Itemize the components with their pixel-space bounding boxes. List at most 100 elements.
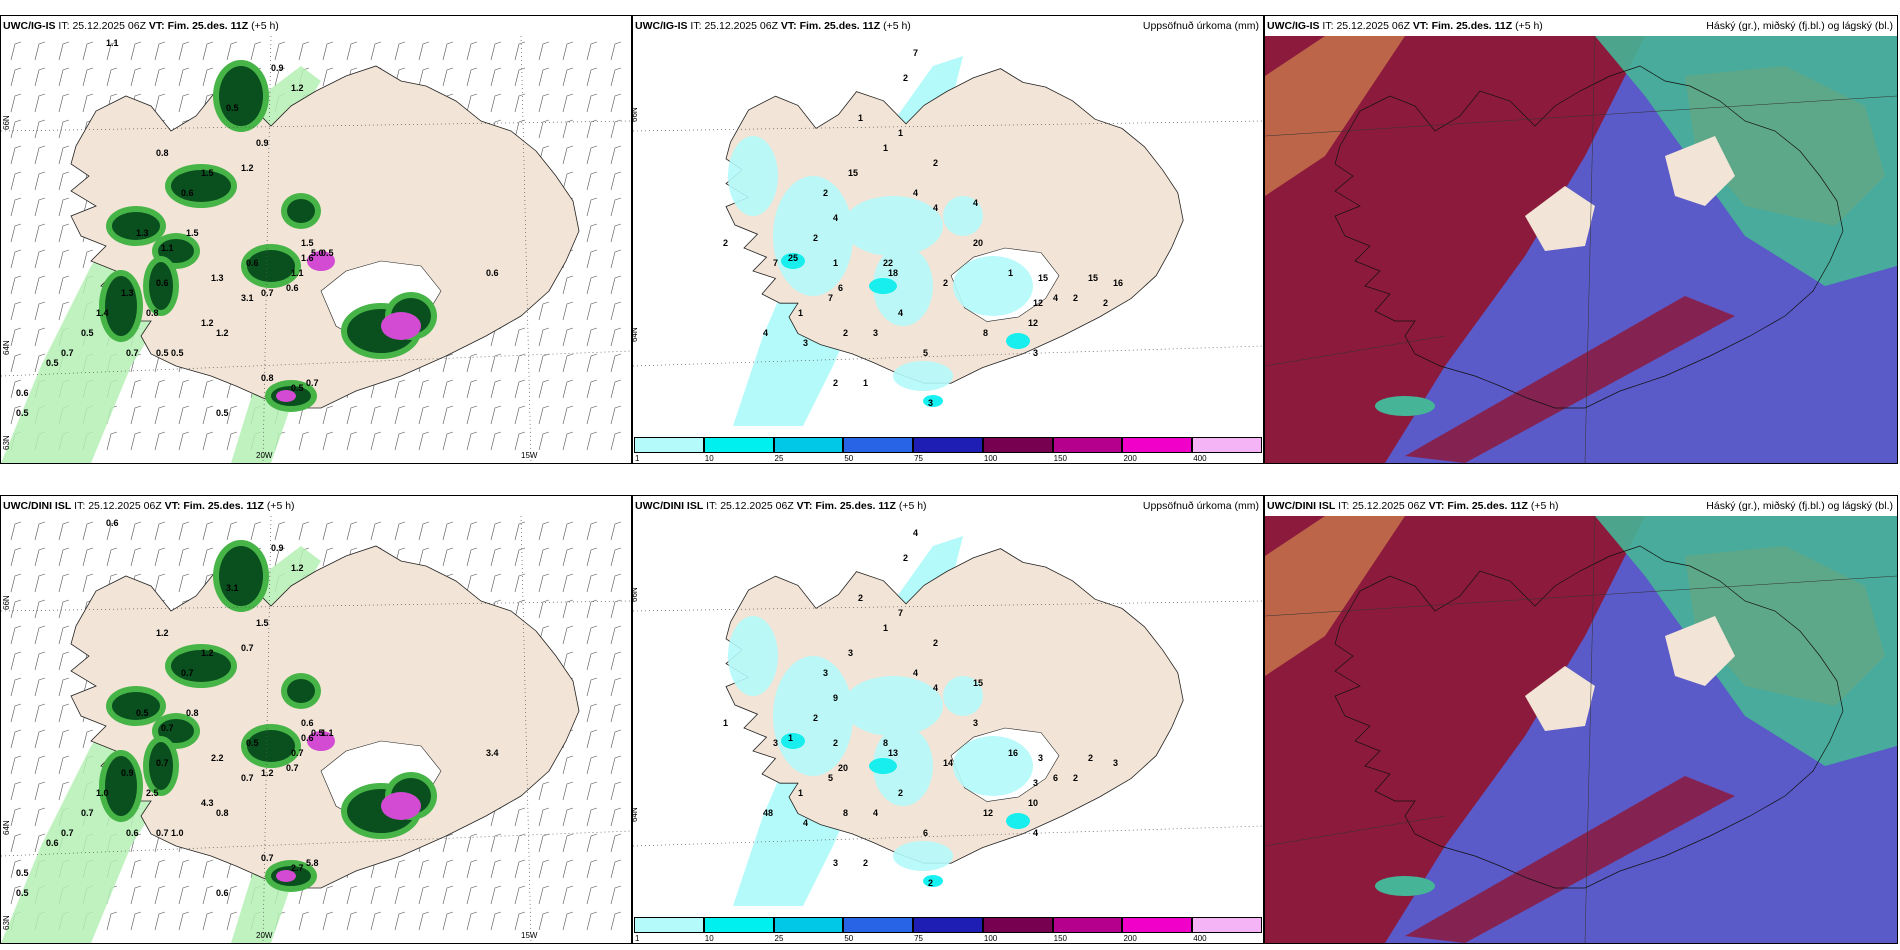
wind-barb — [394, 41, 406, 61]
wind-barb — [466, 859, 478, 879]
precip-value-label: 0.7 — [156, 758, 169, 768]
longitude-label: 15W — [521, 451, 538, 460]
colorbar-swatch — [843, 917, 914, 933]
wind-barb — [10, 885, 22, 905]
wind-barb — [10, 573, 22, 593]
precip-value-label: 1 — [833, 258, 838, 268]
wind-barb — [586, 911, 598, 931]
precip-value-label: 3 — [1113, 758, 1118, 768]
wind-barb — [10, 807, 22, 827]
wind-barb — [442, 405, 454, 425]
precip-value-label: 0.6 — [246, 258, 259, 268]
wind-barb — [538, 405, 550, 425]
precip-value-label: 2 — [823, 188, 828, 198]
precip-value-label: 1 — [798, 308, 803, 318]
precip-value-label: 22 — [883, 258, 893, 268]
precip-value-label: 1.0 — [96, 788, 109, 798]
wind-barb — [154, 885, 166, 905]
precip-value-label: 0.5 — [46, 358, 59, 368]
vt-label: VT: — [780, 20, 797, 32]
precip-wind-map[interactable]: 66N 64N 63N 20W 15W 1.1 0.9 1.2 0.5 0.8 0.6 1.2 0.9 1… — [1, 36, 631, 463]
wind-barb — [106, 67, 118, 87]
wind-barb — [586, 67, 598, 87]
wind-barb — [34, 625, 46, 645]
wind-barb — [10, 703, 22, 723]
precip-area — [843, 676, 943, 736]
precip-value-label: 3.1 — [226, 583, 239, 593]
precip-value-label: 1.5 — [186, 228, 199, 238]
latitude-label: 66N — [2, 595, 11, 610]
precip-value-label: 2 — [903, 73, 908, 83]
wind-barb — [106, 41, 118, 61]
wind-barb — [10, 171, 22, 191]
wind-barb — [10, 275, 22, 295]
wind-barb — [610, 651, 622, 671]
wind-barb — [394, 911, 406, 931]
region-line — [1265, 335, 1446, 367]
wind-barb — [610, 547, 622, 567]
precip-wind-map[interactable]: 66N 64N 63N 20W 15W 0.6 0.9 1.2 3.1 1.2 0.7 0.7 1.5 1… — [1, 516, 631, 943]
colorbar-swatch — [1192, 917, 1262, 933]
it-value: 25.12.2025 06Z — [72, 20, 146, 32]
precip-value-label: 2 — [1073, 293, 1078, 303]
wind-barb — [418, 67, 430, 87]
wind-barb — [562, 67, 574, 87]
wind-barb — [394, 521, 406, 541]
iceland-coastline — [1334, 545, 1844, 889]
wind-barb — [394, 431, 406, 451]
precip-value-label: 2.7 — [291, 863, 304, 873]
wind-barb — [610, 405, 622, 425]
precip-value-label: 15 — [848, 168, 858, 178]
wind-barb — [370, 405, 382, 425]
precip-value-label: 3 — [773, 738, 778, 748]
wind-barb — [442, 911, 454, 931]
wind-barb — [538, 353, 550, 373]
wind-barb — [58, 703, 70, 723]
precip-value-label: 0.5 — [311, 728, 324, 738]
accumulated-precip-map[interactable]: 66N 64N 7 2 1 1 1 15 2 2 4 2 1 2 7 25 4 4 4 20 18 22 6 2 1 15 12 12… — [633, 36, 1263, 437]
wind-barb — [610, 781, 622, 801]
accumulated-precip-map[interactable]: 66N 64N 4 2 2 7 1 3 3 2 9 2 2 1 3 1 4 15 4 3 13 8 20 14 16 3 3 10 12… — [633, 516, 1263, 917]
cloud-cover-map[interactable] — [1265, 516, 1897, 943]
colorbar-label: 25 — [774, 454, 784, 463]
wind-barb — [490, 885, 502, 905]
wind-barb — [586, 41, 598, 61]
colorbar-swatch — [843, 437, 914, 453]
precip-value-label: 0.5 — [291, 383, 304, 393]
wind-barb — [58, 223, 70, 243]
wind-barb — [178, 521, 190, 541]
precip-value-label: 8 — [843, 808, 848, 818]
precip-value-label: 3 — [973, 718, 978, 728]
precip-value-label: 0.5 — [226, 103, 239, 113]
wind-barb — [562, 573, 574, 593]
precip-value-label: 3 — [833, 858, 838, 868]
wind-barb — [466, 379, 478, 399]
wind-barb — [562, 353, 574, 373]
wind-barb — [10, 521, 22, 541]
wind-barb — [490, 859, 502, 879]
wind-barb — [586, 379, 598, 399]
wind-barb — [586, 171, 598, 191]
precip-value-label: 1 — [1008, 268, 1013, 278]
precip-value-label: 2 — [943, 278, 948, 288]
mid-cloud-area — [1265, 36, 1405, 196]
colorbar-swatch — [1122, 437, 1193, 453]
wind-barb — [586, 833, 598, 853]
wind-barb — [586, 755, 598, 775]
wind-barb — [418, 885, 430, 905]
precip-cell-heavy — [307, 731, 335, 751]
wind-barb — [466, 67, 478, 87]
wind-barb — [34, 833, 46, 853]
wind-barb — [34, 729, 46, 749]
wind-barb — [538, 521, 550, 541]
precip-value-label: 0.7 — [61, 348, 74, 358]
precip-cell-dark — [158, 239, 194, 263]
precip-cell-dark — [112, 692, 160, 720]
wind-barb — [490, 911, 502, 931]
wind-barb — [10, 93, 22, 113]
cloud-cover-map[interactable] — [1265, 36, 1897, 463]
precip-value-label: 1.2 — [261, 768, 274, 778]
wind-barb — [490, 353, 502, 373]
precip-cell-heavy — [276, 870, 296, 882]
high-cloud-area — [1375, 396, 1435, 416]
